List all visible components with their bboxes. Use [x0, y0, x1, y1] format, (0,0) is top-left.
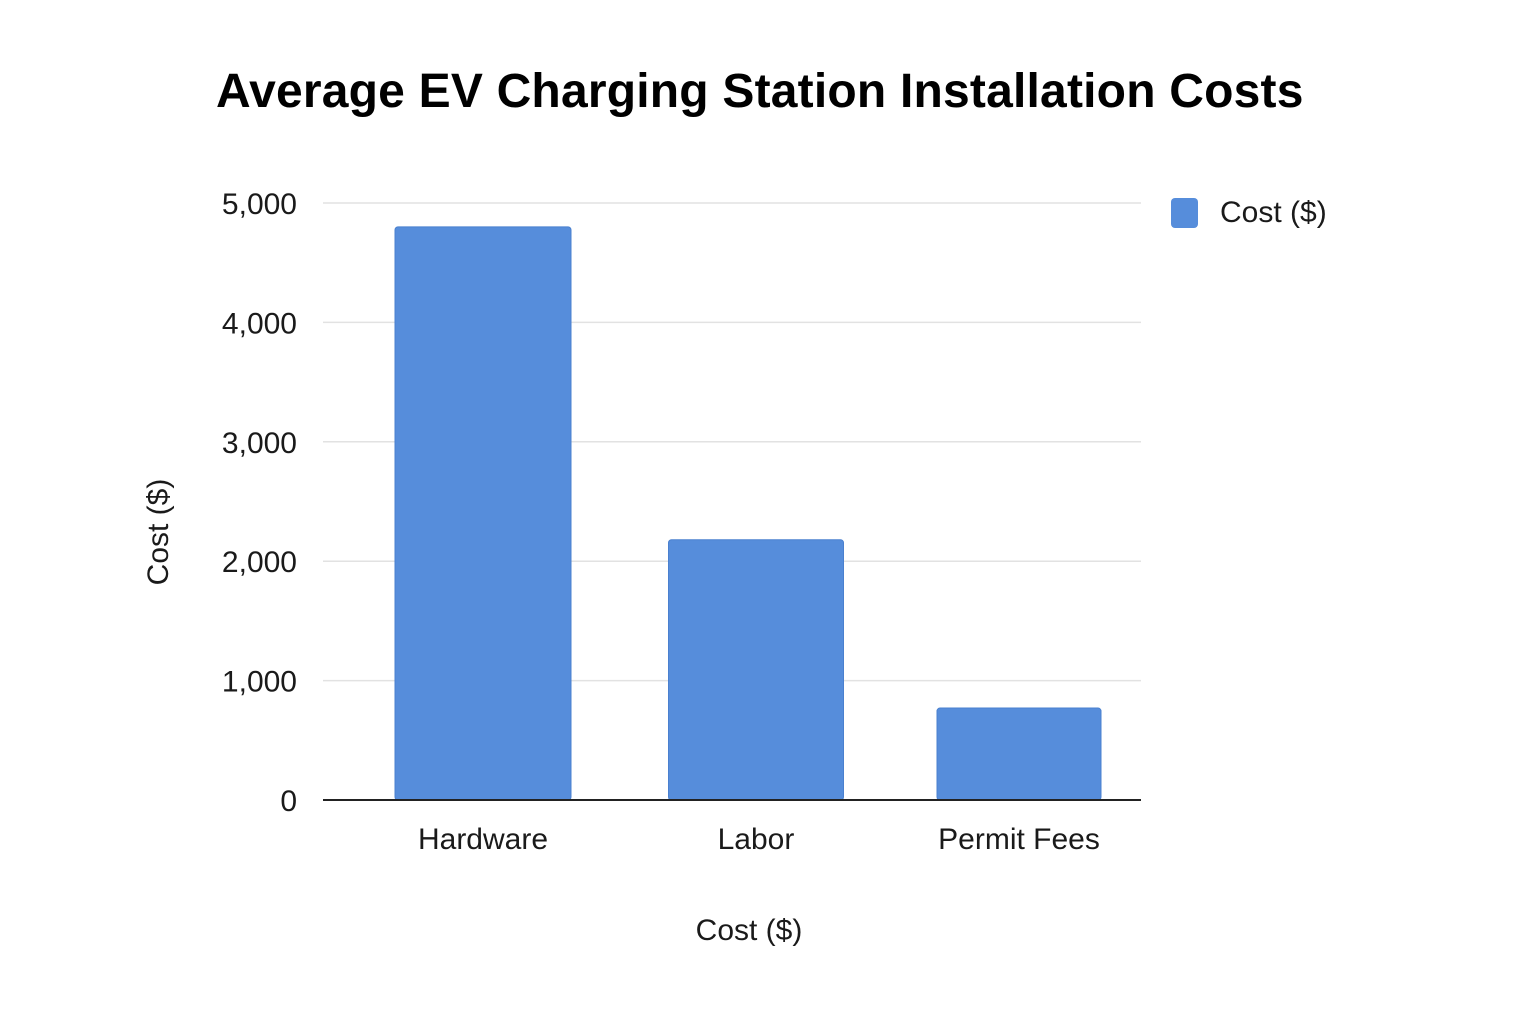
bars [394, 226, 1102, 801]
y-axis-title: Cost ($) [142, 479, 175, 586]
legend-swatch [1171, 198, 1198, 228]
bar-hardware [394, 226, 572, 801]
legend: Cost ($) [1171, 196, 1327, 230]
x-tick-label: Labor [718, 823, 795, 856]
y-tick-label: 2,000 [222, 546, 297, 579]
x-tick-label: Permit Fees [938, 823, 1100, 856]
legend-label: Cost ($) [1220, 196, 1327, 229]
bar-permit-fees [936, 707, 1102, 801]
bar-labor [668, 539, 844, 801]
y-tick-labels: 0 1,000 2,000 3,000 4,000 5,000 [222, 188, 297, 818]
y-tick-label: 4,000 [222, 307, 297, 340]
x-tick-label: Hardware [418, 823, 548, 856]
x-axis-title: Cost ($) [696, 914, 803, 947]
y-tick-label: 1,000 [222, 666, 297, 699]
x-tick-labels: Hardware Labor Permit Fees [418, 823, 1100, 856]
y-tick-label: 5,000 [222, 188, 297, 221]
chart-title: Average EV Charging Station Installation… [216, 65, 1304, 118]
y-tick-label: 0 [280, 785, 297, 818]
y-tick-label: 3,000 [222, 427, 297, 460]
